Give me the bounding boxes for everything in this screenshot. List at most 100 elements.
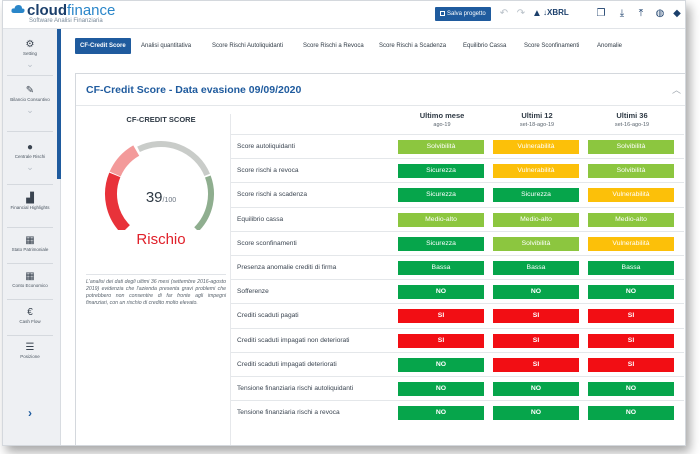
- status-badge: SI: [588, 333, 674, 348]
- status-badge: Solvibilità: [588, 140, 674, 154]
- status-badge: NO: [588, 382, 674, 396]
- status-badge: Solvibilità: [493, 236, 579, 251]
- tab-analisi-quantitativa[interactable]: Analisi quantitativa: [141, 43, 192, 49]
- status-badge: SI: [398, 333, 484, 348]
- sidebar-item-posizione[interactable]: ☰ Posizione: [3, 342, 57, 360]
- status-badge: Solvibilità: [398, 140, 484, 154]
- xbrl-icon: ↓: [543, 8, 547, 17]
- status-badge: NO: [398, 406, 484, 421]
- sidebar-scroll-indicator[interactable]: [57, 29, 61, 179]
- sidebar: ⚙ Setting ⌄ ✎ Bilancio Consuntivo ⌄ ● Ce…: [3, 29, 61, 445]
- sidebar-item-label: Conto Economico: [12, 283, 48, 288]
- sidebar-expand-chevron-icon[interactable]: ›: [28, 406, 32, 420]
- table-row: Score sconfinamenti Sicurezza Solvibilità V…: [231, 230, 684, 255]
- sidebar-item-label: Stato Patrimoniale: [11, 247, 49, 252]
- sidebar-item-setting[interactable]: ⚙ Setting ⌄: [3, 39, 57, 69]
- status-badge: Vulnerabilità: [493, 140, 579, 154]
- sidebar-item-label: Centrale Rischi: [14, 154, 46, 159]
- sidebar-item-bilancio[interactable]: ✎ Bilancio Consuntivo ⌄: [3, 85, 57, 115]
- status-badge: Solvibilità: [588, 164, 674, 179]
- chevron-down-icon: ⌄: [26, 59, 34, 69]
- tab-equilibrio-cassa[interactable]: Equilibrio Cassa: [463, 43, 507, 49]
- top-bar: cloudfinance Software Analisi Finanziari…: [3, 1, 685, 29]
- xbrl-button[interactable]: ↓XBRL: [543, 8, 569, 17]
- sidebar-item-conto-economico[interactable]: ▦ Conto Economico: [3, 271, 57, 289]
- upload-icon[interactable]: ⤒: [638, 8, 644, 19]
- sidebar-item-cash-flow[interactable]: € Cash Flow: [3, 307, 57, 325]
- list-icon: ☰: [25, 342, 35, 353]
- app-window: cloudfinance Software Analisi Finanziari…: [2, 0, 686, 446]
- status-badge: NO: [493, 406, 579, 421]
- logo-light: finance: [67, 2, 116, 19]
- column-header-period: set-18-ago-19: [519, 122, 555, 128]
- status-badge: NO: [493, 382, 579, 396]
- status-badge: Bassa: [588, 261, 674, 275]
- row-label: Presenza anomalie crediti di firma: [237, 264, 337, 271]
- warning-icon[interactable]: ▲: [532, 8, 542, 19]
- save-label: Salva progetto: [447, 11, 486, 17]
- save-project-button[interactable]: Salva progetto: [435, 7, 491, 21]
- score-risk-label: Rischio: [136, 231, 186, 248]
- status-badge: Medio-alto: [588, 212, 674, 227]
- tab-score-sconfinamenti[interactable]: Score Sconfinamenti: [524, 43, 580, 49]
- gauge-segment-gray: [137, 141, 210, 177]
- table-icon: ▦: [25, 235, 35, 246]
- table-icon: ▦: [25, 271, 35, 282]
- sidebar-item-stato-patrimoniale[interactable]: ▦ Stato Patrimoniale: [3, 235, 57, 253]
- copy-icon[interactable]: ❐: [596, 8, 606, 19]
- download-icon[interactable]: ⤓: [619, 8, 625, 19]
- undo-icon[interactable]: ↶: [499, 8, 509, 19]
- gauge-title: CF-CREDIT SCORE: [126, 115, 196, 124]
- status-badge: NO: [398, 382, 484, 396]
- pencil-icon: ✎: [25, 85, 35, 96]
- status-badge: Sicurezza: [398, 164, 484, 179]
- column-divider: [230, 114, 231, 445]
- row-label: Score rischi a scadenza: [237, 191, 308, 199]
- redo-icon[interactable]: ↷: [516, 8, 526, 19]
- alert-icon: ●: [26, 142, 34, 153]
- credit-score-panel: CF-Credit Score - Data evasione 09/09/20…: [75, 73, 685, 445]
- table-row: Crediti scaduti pagati SI SI SI: [231, 303, 684, 327]
- sidebar-item-label: Bilancio Consuntivo: [10, 97, 50, 102]
- globe-icon[interactable]: ◍: [655, 8, 665, 19]
- sidebar-divider: [7, 184, 53, 185]
- chevron-down-icon: ⌄: [26, 162, 34, 172]
- tab-score-rischi-autoliquidanti[interactable]: Score Rischi Autoliquidanti: [212, 43, 284, 49]
- tab-score-rischi-a-revoca[interactable]: Score Rischi a Revoca: [303, 43, 364, 49]
- status-badge: Sicurezza: [493, 188, 579, 203]
- sidebar-divider: [7, 299, 53, 300]
- collapse-chevron-icon[interactable]: ︿: [672, 85, 682, 95]
- tab-cf-credit-score[interactable]: CF-Credit Score: [75, 38, 131, 54]
- table-row: Crediti scaduti impagati non deteriorati…: [231, 327, 684, 352]
- sidebar-item-label: Setting: [22, 51, 37, 56]
- column-header-title: Ultimi 36: [616, 111, 648, 120]
- table-row: Presenza anomalie crediti di firma Bassa B…: [231, 255, 684, 279]
- tag-icon[interactable]: ◆: [673, 8, 681, 19]
- xbrl-label: XBRL: [547, 8, 569, 17]
- logo-subtitle: Software Analisi Finanziaria: [29, 18, 103, 24]
- sidebar-divider: [7, 335, 53, 336]
- sidebar-divider: [7, 263, 53, 264]
- sidebar-item-centrale-rischi[interactable]: ● Centrale Rischi ⌄: [3, 142, 57, 172]
- status-badge: Vulnerabilità: [588, 188, 674, 203]
- euro-icon: €: [27, 307, 33, 318]
- row-label: Tensione finanziaria rischi a revoca: [237, 409, 340, 417]
- table-row: Tensione finanziaria rischi autoliquidan…: [231, 376, 684, 400]
- status-badge: SI: [588, 357, 674, 372]
- table-row: Equilibrio cassa Medio-alto Medio-alto Medi…: [231, 206, 684, 231]
- gauge-segment-light-red: [109, 145, 140, 177]
- status-badge: SI: [493, 357, 579, 372]
- tab-anomalie[interactable]: Anomalie: [597, 43, 623, 49]
- status-badge: NO: [493, 285, 579, 300]
- tab-score-rischi-a-scadenza[interactable]: Score Rischi a Scadenza: [379, 43, 447, 49]
- row-label: Score sconfinamenti: [237, 239, 297, 247]
- score-max: /100: [162, 197, 177, 204]
- column-header-ultimo-mese: Ultimo mese ago-19: [393, 111, 491, 128]
- row-label: Crediti scaduti impagati non deteriorati: [237, 336, 350, 344]
- sidebar-item-financial-highlights[interactable]: ▟ Financial Highlights: [3, 193, 57, 211]
- sidebar-item-label: Cash Flow: [19, 319, 41, 324]
- status-badge: SI: [588, 309, 674, 324]
- bar-chart-icon: ▟: [26, 193, 34, 204]
- sidebar-item-label: Financial Highlights: [10, 205, 50, 210]
- score-gauge: [105, 141, 214, 230]
